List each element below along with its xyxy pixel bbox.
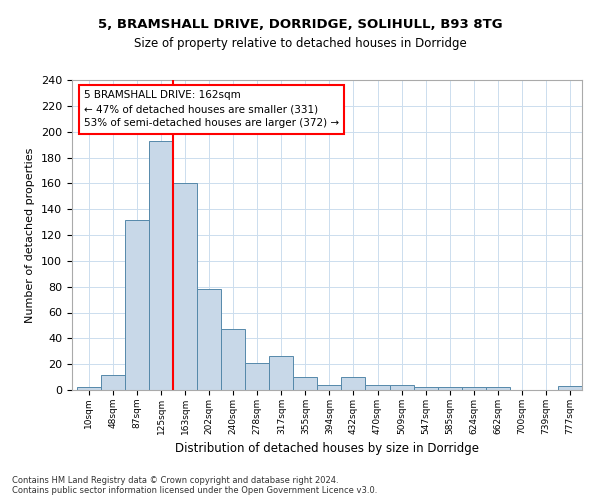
Text: 5, BRAMSHALL DRIVE, DORRIDGE, SOLIHULL, B93 8TG: 5, BRAMSHALL DRIVE, DORRIDGE, SOLIHULL, …	[98, 18, 502, 30]
X-axis label: Distribution of detached houses by size in Dorridge: Distribution of detached houses by size …	[175, 442, 479, 456]
Bar	[101, 374, 125, 390]
Text: Contains public sector information licensed under the Open Government Licence v3: Contains public sector information licen…	[12, 486, 377, 495]
Y-axis label: Number of detached properties: Number of detached properties	[25, 148, 35, 322]
Bar	[77, 388, 101, 390]
Bar	[173, 184, 197, 390]
Bar	[149, 140, 173, 390]
Bar	[317, 385, 341, 390]
Text: 5 BRAMSHALL DRIVE: 162sqm
← 47% of detached houses are smaller (331)
53% of semi: 5 BRAMSHALL DRIVE: 162sqm ← 47% of detac…	[84, 90, 339, 128]
Bar	[558, 386, 582, 390]
Bar	[197, 289, 221, 390]
Bar	[437, 388, 462, 390]
Bar	[293, 377, 317, 390]
Bar	[125, 220, 149, 390]
Bar	[341, 377, 365, 390]
Bar	[486, 388, 510, 390]
Text: Contains HM Land Registry data © Crown copyright and database right 2024.: Contains HM Land Registry data © Crown c…	[12, 476, 338, 485]
Bar	[462, 388, 486, 390]
Bar	[269, 356, 293, 390]
Bar	[221, 330, 245, 390]
Bar	[365, 385, 389, 390]
Text: Size of property relative to detached houses in Dorridge: Size of property relative to detached ho…	[134, 38, 466, 51]
Bar	[389, 385, 413, 390]
Bar	[245, 363, 269, 390]
Bar	[413, 388, 437, 390]
